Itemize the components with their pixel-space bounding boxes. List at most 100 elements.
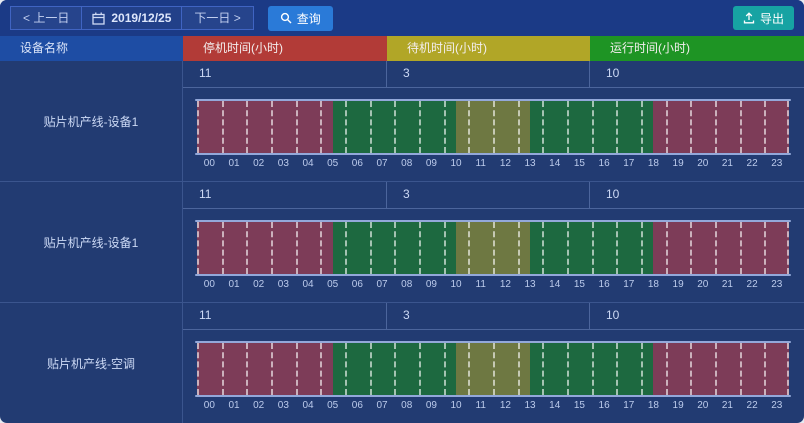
- hour-tick: [493, 222, 495, 274]
- timeline-segment-stop: [197, 222, 333, 274]
- device-name-cell: 贴片机产线-设备1: [0, 182, 183, 302]
- hour-label: 12: [499, 279, 511, 290]
- hour-tick: [739, 222, 742, 274]
- hour-tick: [221, 101, 224, 153]
- hour-label: 16: [598, 400, 610, 411]
- timeline-top-axis: [195, 99, 791, 101]
- hour-label: 01: [228, 400, 240, 411]
- hour-label: 05: [327, 400, 339, 411]
- timeline-bar: [197, 222, 789, 274]
- hour-label: 14: [549, 400, 561, 411]
- hour-tick: [320, 101, 323, 153]
- status-column-header: 待机时间(小时): [387, 36, 590, 61]
- device-name-cell: 贴片机产线-空调: [0, 303, 183, 423]
- timeline-bottom-axis: [195, 395, 791, 397]
- hours-summary-cell: 3: [386, 61, 589, 87]
- hour-tick: [197, 222, 199, 274]
- hours-summary-row: 11 3 10: [183, 182, 804, 209]
- hours-summary-row: 11 3 10: [183, 303, 804, 330]
- hour-label: 16: [598, 158, 610, 169]
- hour-label: 21: [721, 158, 733, 169]
- hour-tick: [542, 222, 545, 274]
- timeline-segment-stop: [197, 343, 333, 395]
- hour-tick: [443, 343, 446, 395]
- hour-label: 23: [771, 279, 783, 290]
- next-day-button[interactable]: 下一日 >: [181, 6, 254, 30]
- hour-label: 11: [475, 400, 486, 411]
- hour-label: 06: [351, 400, 363, 411]
- hour-label: 02: [253, 400, 265, 411]
- hour-tick: [369, 222, 372, 274]
- hour-label: 22: [746, 279, 758, 290]
- hour-label: 15: [573, 279, 585, 290]
- hour-tick: [197, 101, 199, 153]
- device-row: 贴片机产线-空调 11 3 10 00 01 02 03 04 05 06 07 08 09 10 1…: [0, 302, 804, 423]
- hour-label: 11: [475, 158, 486, 169]
- hour-label: 21: [721, 279, 733, 290]
- hour-label: 00: [203, 400, 215, 411]
- hour-tick: [295, 343, 298, 395]
- hour-tick: [493, 101, 495, 153]
- hour-tick: [591, 343, 594, 395]
- hour-label: 04: [302, 400, 314, 411]
- hour-label: 17: [623, 158, 635, 169]
- hour-label: 21: [721, 400, 733, 411]
- hours-summary-value: 10: [606, 66, 620, 80]
- hours-summary-cell: 3: [386, 303, 589, 329]
- hour-label: 16: [598, 279, 610, 290]
- hour-tick: [591, 101, 594, 153]
- hour-tick: [221, 343, 224, 395]
- device-row: 贴片机产线-设备1 11 3 10 00 01 02 03 04 05 06 07 08 09 10…: [0, 181, 804, 302]
- hour-label: 06: [351, 158, 363, 169]
- hours-summary-value: 3: [403, 66, 410, 80]
- hour-label: 05: [327, 158, 339, 169]
- timeline-segment-run: [332, 222, 456, 274]
- hour-tick: [345, 343, 347, 395]
- hour-tick: [271, 222, 273, 274]
- device-row: 贴片机产线-设备1 11 3 10 00 01 02 03 04 05 06 07 08 09 10…: [0, 61, 804, 181]
- hours-summary-row: 11 3 10: [183, 61, 804, 88]
- hour-label: 15: [573, 400, 585, 411]
- export-button[interactable]: 导出: [732, 6, 794, 30]
- status-column-header: 停机时间(小时): [183, 36, 387, 61]
- hour-tick: [246, 343, 249, 395]
- hours-summary-cell: 11: [183, 303, 386, 329]
- hour-tick: [394, 343, 397, 395]
- timeline-top-axis: [195, 220, 791, 222]
- hour-tick: [715, 101, 717, 153]
- hour-label: 19: [672, 158, 684, 169]
- hours-summary-cell: 11: [183, 61, 386, 87]
- hour-label: 18: [647, 279, 659, 290]
- timeline-segment-stop: [653, 343, 789, 395]
- hour-tick: [764, 343, 767, 395]
- hour-tick: [197, 343, 199, 395]
- calendar-icon: [92, 12, 105, 25]
- hour-label: 19: [672, 279, 684, 290]
- hour-tick: [320, 343, 323, 395]
- hour-label: 15: [573, 158, 585, 169]
- hours-summary-value: 3: [403, 187, 410, 201]
- hour-label: 20: [697, 158, 709, 169]
- timeline-segment-run: [332, 343, 456, 395]
- hour-tick: [567, 343, 569, 395]
- hour-label: 23: [771, 158, 783, 169]
- hour-tick: [665, 343, 668, 395]
- hour-tick: [641, 343, 643, 395]
- date-picker[interactable]: 2019/12/25: [81, 6, 183, 30]
- hour-label: 04: [302, 279, 314, 290]
- hour-tick: [468, 343, 471, 395]
- hour-tick: [369, 343, 372, 395]
- toolbar: < 上一日 2019/12/25 下一日 > 查询: [0, 0, 804, 36]
- hour-label: 13: [524, 279, 536, 290]
- hour-label: 22: [746, 158, 758, 169]
- timeline-segment-stop: [653, 101, 789, 153]
- hour-tick: [764, 222, 767, 274]
- hour-label: 09: [425, 400, 437, 411]
- hour-tick: [517, 101, 520, 153]
- hour-tick: [616, 101, 619, 153]
- hour-tick: [665, 222, 668, 274]
- query-button[interactable]: 查询: [267, 5, 333, 31]
- prev-day-button[interactable]: < 上一日: [10, 6, 83, 30]
- device-timeline-panel: 11 3 10 00 01 02 03 04 05 06 07 08 09 10 11 12 13 14 15…: [183, 61, 804, 181]
